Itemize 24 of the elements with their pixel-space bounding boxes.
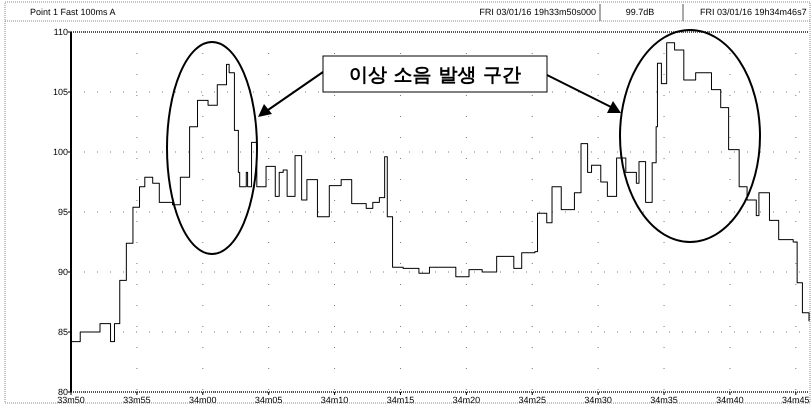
x-tick-label: 34m35 [650, 395, 678, 405]
x-tick-label: 34m30 [584, 395, 612, 405]
y-tick-label: 105 [52, 87, 68, 97]
chart-title: Point 1 Fast 100ms A [30, 7, 116, 17]
x-tick-label: 33m50 [57, 395, 85, 405]
y-tick-label: 80 [58, 387, 68, 397]
annotation: 이상 소음 발생 구간 [349, 64, 521, 86]
x-tick-label: 34m10 [320, 395, 348, 405]
x-tick-label: 34m15 [386, 395, 414, 405]
y-tick-label: 100 [52, 147, 68, 157]
text: FRI 03/01/16 19h34m46s7 [700, 7, 807, 17]
x-tick-label: 34m05 [254, 395, 282, 405]
y-tick-label: 95 [58, 207, 68, 217]
x-tick-label: 34m20 [452, 395, 480, 405]
x-tick-label: 33m55 [123, 395, 151, 405]
x-tick-label: 34m45 [782, 395, 810, 405]
y-tick-label: 110 [54, 27, 68, 37]
text: FRI 03/01/16 19h33m50s000 [479, 7, 596, 17]
x-tick-label: 34m00 [189, 395, 217, 405]
text: 99.7dB [626, 7, 654, 17]
x-tick-label: 34m40 [716, 395, 744, 405]
y-tick-label: 85 [58, 327, 68, 337]
x-tick-label: 34m25 [518, 395, 546, 405]
y-tick-label: 90 [58, 267, 68, 277]
